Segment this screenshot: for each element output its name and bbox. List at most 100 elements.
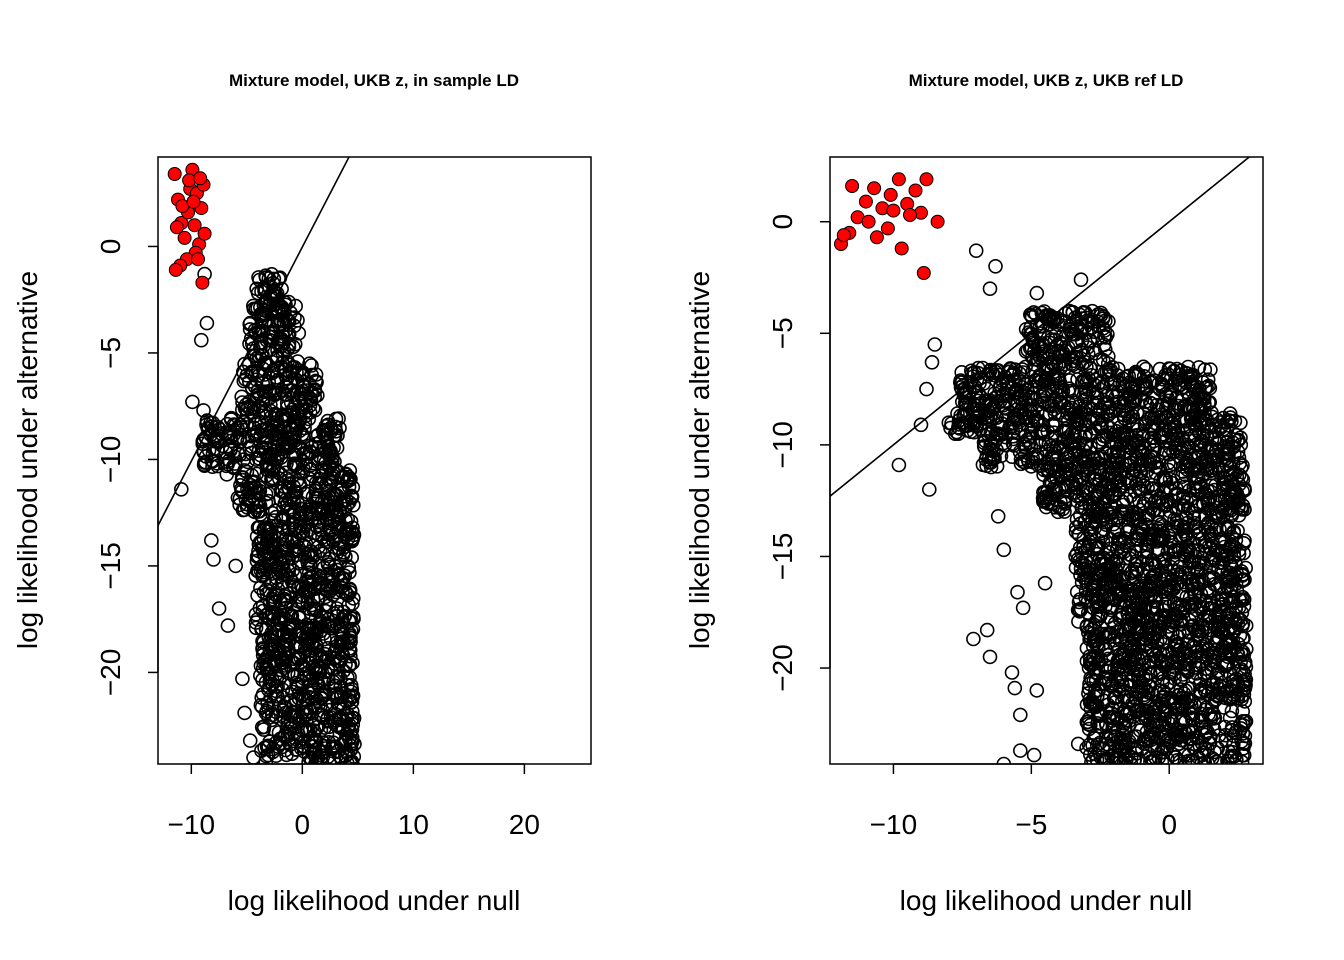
null-point xyxy=(296,671,312,686)
x-axis-title: log likelihood under null xyxy=(228,885,521,916)
null-point xyxy=(1211,487,1227,503)
null-point xyxy=(251,348,267,364)
null-point xyxy=(1093,523,1108,539)
null-point xyxy=(1158,657,1173,672)
selected-point xyxy=(908,183,923,198)
null-point xyxy=(230,490,246,506)
null-point xyxy=(1225,744,1240,760)
null-point xyxy=(1101,506,1117,522)
null-point xyxy=(1033,389,1048,405)
null-point xyxy=(1234,692,1249,707)
null-point xyxy=(1165,475,1180,491)
null-point xyxy=(276,432,292,447)
null-point xyxy=(238,492,254,507)
null-point xyxy=(1133,465,1149,480)
null-point xyxy=(1106,566,1121,581)
null-point xyxy=(1206,508,1221,523)
null-point xyxy=(1202,735,1218,751)
null-point xyxy=(333,636,349,652)
null-point xyxy=(227,449,242,464)
null-point xyxy=(309,649,324,664)
null-point xyxy=(196,403,211,418)
null-point xyxy=(281,339,297,355)
null-point xyxy=(1125,466,1141,482)
null-point xyxy=(1161,583,1176,598)
null-point xyxy=(255,567,271,582)
null-point xyxy=(1198,720,1213,736)
null-point xyxy=(301,565,317,581)
null-point xyxy=(1089,546,1104,562)
null-point xyxy=(1117,639,1133,654)
null-point xyxy=(1129,704,1145,720)
null-point xyxy=(1237,666,1252,682)
null-point xyxy=(1150,410,1166,425)
null-point xyxy=(984,435,1000,451)
null-point xyxy=(1198,683,1213,699)
null-point xyxy=(1007,680,1023,696)
null-point xyxy=(1116,689,1132,705)
null-point xyxy=(1190,575,1206,590)
null-point xyxy=(927,337,943,352)
null-point xyxy=(1090,688,1105,704)
reference-line xyxy=(830,157,1250,497)
null-point xyxy=(1136,406,1152,421)
null-point xyxy=(1212,521,1227,537)
null-point xyxy=(1162,599,1177,614)
null-point xyxy=(1136,736,1152,752)
null-point xyxy=(1005,428,1021,444)
null-point-cloud xyxy=(941,303,1254,764)
null-point xyxy=(288,484,304,500)
null-point xyxy=(237,705,252,721)
null-point xyxy=(1214,593,1229,608)
null-point xyxy=(271,471,287,486)
null-point xyxy=(924,354,940,370)
null-point xyxy=(1102,541,1118,557)
plot-area xyxy=(158,157,362,764)
selected-point xyxy=(186,194,201,209)
null-point xyxy=(301,570,317,586)
null-point xyxy=(338,512,353,528)
null-point xyxy=(185,394,200,410)
null-point xyxy=(1107,487,1122,503)
null-point xyxy=(1108,729,1123,745)
null-point xyxy=(1230,433,1245,449)
null-point xyxy=(261,656,277,672)
null-point xyxy=(1211,681,1227,697)
null-point xyxy=(1173,380,1189,396)
null-point xyxy=(1038,489,1054,505)
null-point xyxy=(971,407,987,423)
null-point xyxy=(324,470,340,486)
null-point xyxy=(1178,726,1194,741)
null-point xyxy=(1068,560,1084,576)
null-point xyxy=(288,636,303,652)
selected-point xyxy=(903,208,917,222)
null-point xyxy=(1204,662,1219,678)
y-tick-label: −10 xyxy=(767,421,798,469)
null-point xyxy=(1168,727,1184,743)
null-point xyxy=(1198,520,1213,535)
null-point xyxy=(271,561,286,577)
null-point xyxy=(1207,617,1222,633)
null-point xyxy=(1085,579,1100,595)
null-point xyxy=(249,529,265,544)
selected-point xyxy=(168,262,183,277)
null-point xyxy=(258,674,274,690)
null-point xyxy=(1166,493,1181,509)
null-point xyxy=(1173,671,1188,687)
null-point xyxy=(1230,616,1246,632)
null-point xyxy=(264,712,280,728)
null-point xyxy=(243,482,258,498)
null-point xyxy=(1142,564,1158,579)
null-point xyxy=(1100,404,1115,419)
null-point xyxy=(1187,520,1203,536)
null-point xyxy=(1226,524,1242,539)
null-point xyxy=(1176,660,1192,676)
y-tick-label: −20 xyxy=(95,649,126,697)
null-point xyxy=(1211,630,1227,646)
null-point xyxy=(230,445,246,461)
null-point xyxy=(279,629,295,645)
null-point xyxy=(338,657,353,672)
null-point xyxy=(325,485,341,501)
null-point xyxy=(195,433,211,449)
